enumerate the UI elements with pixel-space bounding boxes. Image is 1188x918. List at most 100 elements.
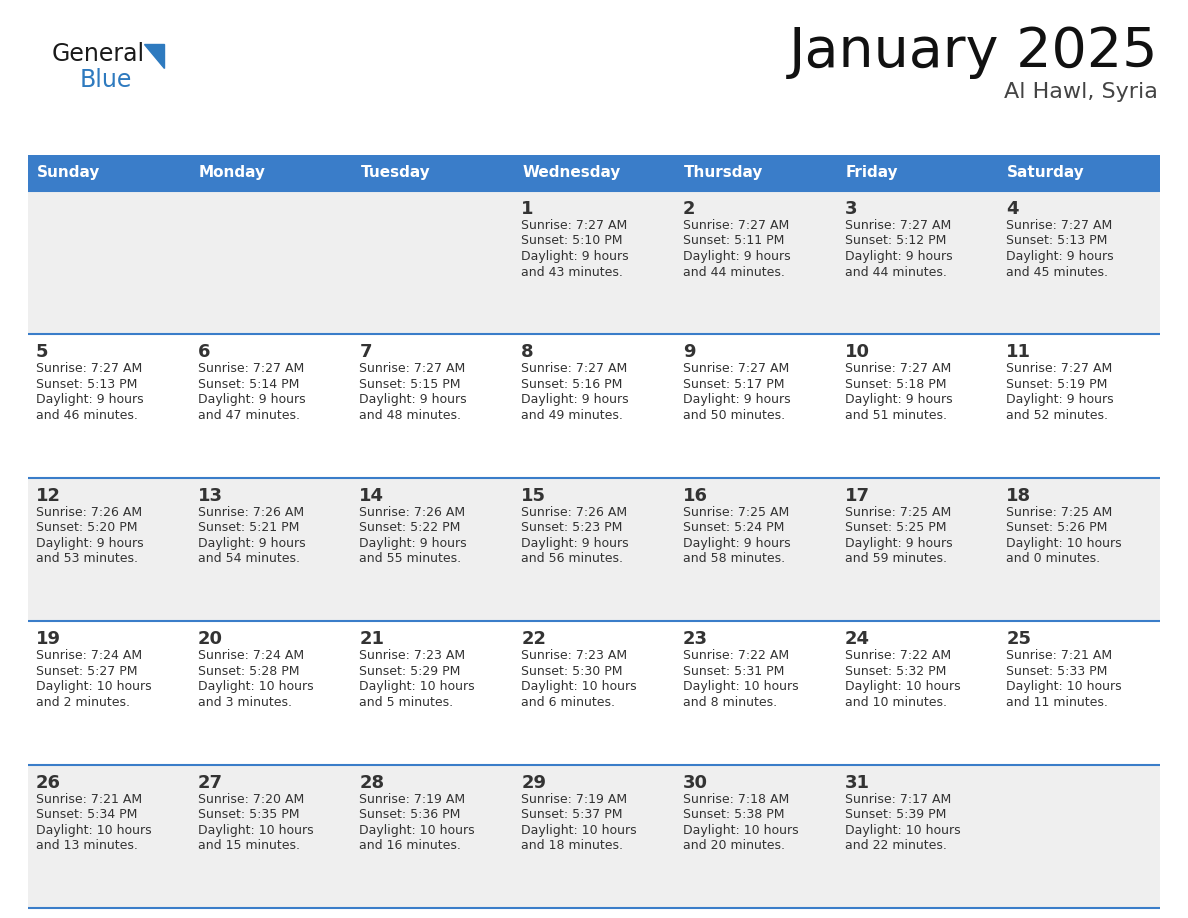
- Text: Sunset: 5:30 PM: Sunset: 5:30 PM: [522, 665, 623, 677]
- Text: Sunrise: 7:22 AM: Sunrise: 7:22 AM: [683, 649, 789, 662]
- Text: Sunset: 5:37 PM: Sunset: 5:37 PM: [522, 808, 623, 821]
- Text: Sunset: 5:26 PM: Sunset: 5:26 PM: [1006, 521, 1107, 534]
- Text: Daylight: 9 hours: Daylight: 9 hours: [522, 250, 628, 263]
- Text: Sunrise: 7:17 AM: Sunrise: 7:17 AM: [845, 792, 950, 806]
- Text: Daylight: 10 hours: Daylight: 10 hours: [1006, 537, 1121, 550]
- Text: 23: 23: [683, 630, 708, 648]
- Text: 9: 9: [683, 343, 695, 362]
- Text: 22: 22: [522, 630, 546, 648]
- Text: 26: 26: [36, 774, 61, 791]
- Text: Sunset: 5:13 PM: Sunset: 5:13 PM: [36, 378, 138, 391]
- Text: 24: 24: [845, 630, 870, 648]
- Text: 20: 20: [197, 630, 222, 648]
- Text: Sunset: 5:17 PM: Sunset: 5:17 PM: [683, 378, 784, 391]
- Text: and 16 minutes.: and 16 minutes.: [360, 839, 461, 852]
- Text: Daylight: 10 hours: Daylight: 10 hours: [522, 823, 637, 836]
- Text: 10: 10: [845, 343, 870, 362]
- Text: 28: 28: [360, 774, 385, 791]
- Text: Sunset: 5:20 PM: Sunset: 5:20 PM: [36, 521, 138, 534]
- Text: Daylight: 9 hours: Daylight: 9 hours: [360, 537, 467, 550]
- Text: Sunset: 5:33 PM: Sunset: 5:33 PM: [1006, 665, 1107, 677]
- Text: Sunset: 5:22 PM: Sunset: 5:22 PM: [360, 521, 461, 534]
- Text: Sunrise: 7:27 AM: Sunrise: 7:27 AM: [1006, 219, 1112, 232]
- Text: Daylight: 9 hours: Daylight: 9 hours: [522, 394, 628, 407]
- Text: 29: 29: [522, 774, 546, 791]
- Bar: [29, 477, 1159, 621]
- Text: General: General: [52, 42, 145, 66]
- Text: Daylight: 10 hours: Daylight: 10 hours: [36, 823, 152, 836]
- Text: Sunrise: 7:27 AM: Sunrise: 7:27 AM: [197, 363, 304, 375]
- Text: Sunset: 5:34 PM: Sunset: 5:34 PM: [36, 808, 138, 821]
- Text: and 11 minutes.: and 11 minutes.: [1006, 696, 1108, 709]
- Text: Daylight: 10 hours: Daylight: 10 hours: [36, 680, 152, 693]
- Text: Daylight: 9 hours: Daylight: 9 hours: [683, 394, 790, 407]
- Text: Sunrise: 7:22 AM: Sunrise: 7:22 AM: [845, 649, 950, 662]
- Text: Monday: Monday: [198, 165, 266, 181]
- Text: Sunset: 5:31 PM: Sunset: 5:31 PM: [683, 665, 784, 677]
- Text: Sunset: 5:36 PM: Sunset: 5:36 PM: [360, 808, 461, 821]
- Text: Sunset: 5:19 PM: Sunset: 5:19 PM: [1006, 378, 1107, 391]
- Text: and 49 minutes.: and 49 minutes.: [522, 409, 623, 422]
- Text: Sunrise: 7:27 AM: Sunrise: 7:27 AM: [522, 363, 627, 375]
- Text: Sunrise: 7:27 AM: Sunrise: 7:27 AM: [845, 363, 950, 375]
- Text: Sunrise: 7:23 AM: Sunrise: 7:23 AM: [522, 649, 627, 662]
- Text: Sunrise: 7:26 AM: Sunrise: 7:26 AM: [197, 506, 304, 519]
- Text: Daylight: 10 hours: Daylight: 10 hours: [360, 680, 475, 693]
- Text: Blue: Blue: [80, 68, 132, 92]
- Text: Daylight: 10 hours: Daylight: 10 hours: [845, 680, 960, 693]
- Text: Saturday: Saturday: [1007, 165, 1085, 181]
- Text: 14: 14: [360, 487, 385, 505]
- Text: Daylight: 10 hours: Daylight: 10 hours: [1006, 680, 1121, 693]
- Text: and 44 minutes.: and 44 minutes.: [845, 265, 947, 278]
- Text: Sunrise: 7:26 AM: Sunrise: 7:26 AM: [36, 506, 143, 519]
- Text: 19: 19: [36, 630, 61, 648]
- Text: Sunrise: 7:25 AM: Sunrise: 7:25 AM: [845, 506, 950, 519]
- Text: 12: 12: [36, 487, 61, 505]
- Text: 13: 13: [197, 487, 222, 505]
- Text: and 59 minutes.: and 59 minutes.: [845, 553, 947, 565]
- Text: Sunset: 5:13 PM: Sunset: 5:13 PM: [1006, 234, 1107, 248]
- Text: Daylight: 9 hours: Daylight: 9 hours: [845, 537, 953, 550]
- Text: Sunset: 5:28 PM: Sunset: 5:28 PM: [197, 665, 299, 677]
- Text: and 54 minutes.: and 54 minutes.: [197, 553, 299, 565]
- Text: 30: 30: [683, 774, 708, 791]
- Text: Sunset: 5:32 PM: Sunset: 5:32 PM: [845, 665, 946, 677]
- Text: Daylight: 9 hours: Daylight: 9 hours: [522, 537, 628, 550]
- Text: and 0 minutes.: and 0 minutes.: [1006, 553, 1100, 565]
- Text: 11: 11: [1006, 343, 1031, 362]
- Text: and 55 minutes.: and 55 minutes.: [360, 553, 462, 565]
- Text: and 44 minutes.: and 44 minutes.: [683, 265, 785, 278]
- Text: Daylight: 9 hours: Daylight: 9 hours: [845, 250, 953, 263]
- Text: and 51 minutes.: and 51 minutes.: [845, 409, 947, 422]
- Text: Sunset: 5:18 PM: Sunset: 5:18 PM: [845, 378, 946, 391]
- Text: Sunrise: 7:21 AM: Sunrise: 7:21 AM: [36, 792, 143, 806]
- Text: Sunset: 5:39 PM: Sunset: 5:39 PM: [845, 808, 946, 821]
- Text: Daylight: 10 hours: Daylight: 10 hours: [197, 823, 314, 836]
- Text: and 5 minutes.: and 5 minutes.: [360, 696, 454, 709]
- Text: Sunset: 5:15 PM: Sunset: 5:15 PM: [360, 378, 461, 391]
- Bar: [29, 155, 1159, 191]
- Text: Sunset: 5:27 PM: Sunset: 5:27 PM: [36, 665, 138, 677]
- Text: Daylight: 9 hours: Daylight: 9 hours: [197, 394, 305, 407]
- Text: Daylight: 9 hours: Daylight: 9 hours: [360, 394, 467, 407]
- Text: Daylight: 10 hours: Daylight: 10 hours: [522, 680, 637, 693]
- Text: Daylight: 9 hours: Daylight: 9 hours: [683, 250, 790, 263]
- Text: and 18 minutes.: and 18 minutes.: [522, 839, 624, 852]
- Text: Sunset: 5:38 PM: Sunset: 5:38 PM: [683, 808, 784, 821]
- Polygon shape: [144, 44, 164, 68]
- Text: and 13 minutes.: and 13 minutes.: [36, 839, 138, 852]
- Text: Sunrise: 7:21 AM: Sunrise: 7:21 AM: [1006, 649, 1112, 662]
- Text: Daylight: 10 hours: Daylight: 10 hours: [197, 680, 314, 693]
- Text: Daylight: 9 hours: Daylight: 9 hours: [36, 537, 144, 550]
- Text: and 43 minutes.: and 43 minutes.: [522, 265, 623, 278]
- Text: 2: 2: [683, 200, 695, 218]
- Text: Wednesday: Wednesday: [523, 165, 620, 181]
- Text: Sunrise: 7:26 AM: Sunrise: 7:26 AM: [522, 506, 627, 519]
- Text: Sunrise: 7:27 AM: Sunrise: 7:27 AM: [36, 363, 143, 375]
- Text: Sunrise: 7:23 AM: Sunrise: 7:23 AM: [360, 649, 466, 662]
- Text: Daylight: 9 hours: Daylight: 9 hours: [36, 394, 144, 407]
- Text: and 58 minutes.: and 58 minutes.: [683, 553, 785, 565]
- Bar: [29, 191, 1159, 334]
- Text: Daylight: 9 hours: Daylight: 9 hours: [845, 394, 953, 407]
- Text: and 22 minutes.: and 22 minutes.: [845, 839, 947, 852]
